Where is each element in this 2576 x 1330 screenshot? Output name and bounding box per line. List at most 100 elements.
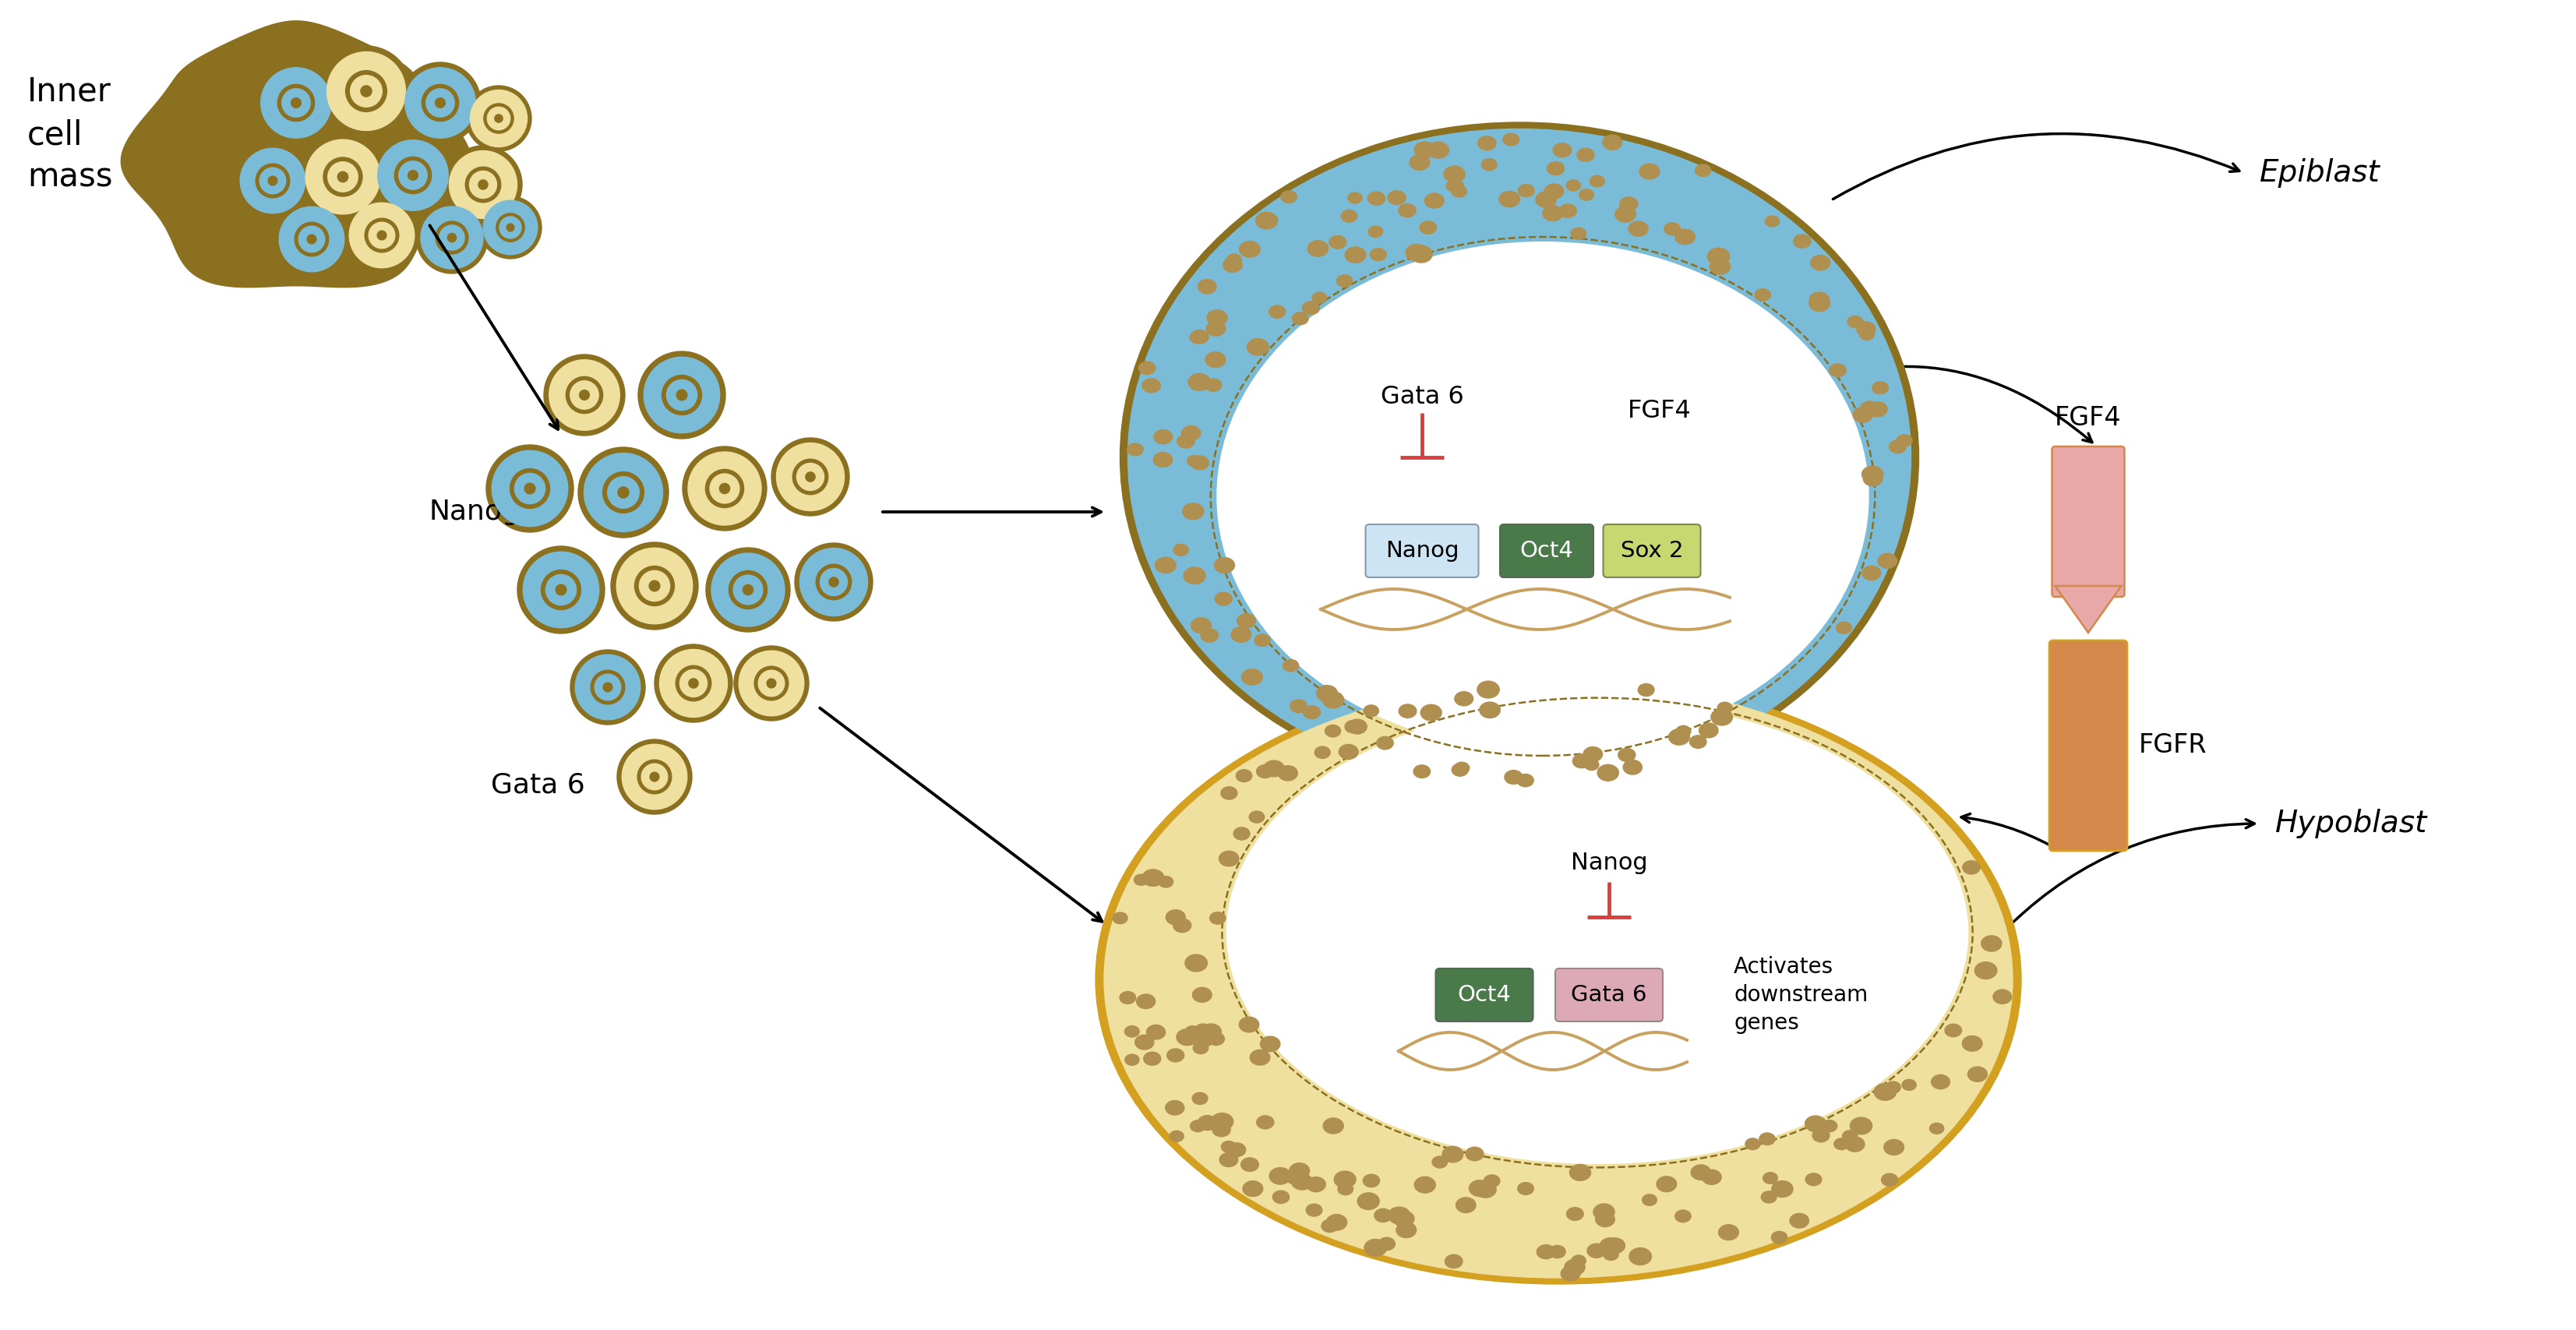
Circle shape <box>541 571 580 609</box>
Ellipse shape <box>1396 1222 1417 1238</box>
Ellipse shape <box>1345 721 1360 733</box>
Ellipse shape <box>1883 1140 1904 1154</box>
Text: Nanog: Nanog <box>1571 851 1649 874</box>
Ellipse shape <box>1595 1212 1615 1226</box>
Ellipse shape <box>1674 1210 1690 1222</box>
Circle shape <box>376 230 386 239</box>
Circle shape <box>350 202 415 267</box>
Circle shape <box>435 98 446 108</box>
Ellipse shape <box>1453 186 1466 197</box>
Ellipse shape <box>1754 289 1770 301</box>
Ellipse shape <box>1857 322 1875 336</box>
Circle shape <box>639 351 726 439</box>
Ellipse shape <box>1105 681 2012 1278</box>
Ellipse shape <box>1229 1142 1247 1157</box>
Ellipse shape <box>1602 1249 1618 1261</box>
Ellipse shape <box>1177 435 1195 448</box>
Ellipse shape <box>1242 1181 1262 1197</box>
Ellipse shape <box>1571 227 1587 239</box>
Circle shape <box>260 68 332 138</box>
Ellipse shape <box>1273 1190 1288 1204</box>
Ellipse shape <box>1623 759 1641 774</box>
Circle shape <box>688 452 762 525</box>
Ellipse shape <box>1216 242 1868 750</box>
Ellipse shape <box>1643 1194 1656 1205</box>
Ellipse shape <box>1221 787 1236 799</box>
Text: Hypoblast: Hypoblast <box>2275 809 2427 838</box>
Circle shape <box>420 206 484 269</box>
Circle shape <box>711 553 786 626</box>
Text: Gata 6: Gata 6 <box>1381 386 1463 410</box>
Ellipse shape <box>1968 1067 1986 1081</box>
Ellipse shape <box>1406 245 1427 261</box>
Ellipse shape <box>1976 962 1996 979</box>
Ellipse shape <box>1628 221 1649 237</box>
Circle shape <box>757 670 786 697</box>
Circle shape <box>574 654 641 720</box>
Circle shape <box>471 90 528 146</box>
Ellipse shape <box>1208 310 1226 326</box>
Circle shape <box>291 98 301 108</box>
Ellipse shape <box>1747 1138 1759 1149</box>
Ellipse shape <box>1808 295 1829 311</box>
Ellipse shape <box>1146 1025 1164 1039</box>
Ellipse shape <box>1963 1036 1984 1051</box>
Circle shape <box>546 575 577 605</box>
Ellipse shape <box>1896 435 1911 447</box>
Ellipse shape <box>1190 1120 1206 1132</box>
Circle shape <box>634 567 675 605</box>
Polygon shape <box>121 21 471 287</box>
Ellipse shape <box>1880 1173 1899 1186</box>
Ellipse shape <box>1136 1035 1154 1049</box>
Ellipse shape <box>1185 955 1208 971</box>
Ellipse shape <box>1414 765 1430 778</box>
Ellipse shape <box>1546 184 1564 198</box>
Ellipse shape <box>1901 1080 1917 1091</box>
Ellipse shape <box>1285 1170 1303 1184</box>
Circle shape <box>350 76 381 106</box>
Circle shape <box>374 134 453 215</box>
Ellipse shape <box>1564 1260 1584 1275</box>
Ellipse shape <box>1388 1208 1409 1224</box>
Ellipse shape <box>1316 685 1337 701</box>
Text: Activates
downstream
genes: Activates downstream genes <box>1734 956 1868 1033</box>
Circle shape <box>677 390 688 400</box>
Circle shape <box>544 355 626 435</box>
Ellipse shape <box>1443 166 1466 182</box>
Circle shape <box>688 678 698 688</box>
Ellipse shape <box>1584 759 1600 770</box>
Ellipse shape <box>1806 1173 1821 1185</box>
Ellipse shape <box>1234 827 1249 841</box>
Ellipse shape <box>1270 1168 1291 1184</box>
Ellipse shape <box>1157 559 1172 571</box>
Ellipse shape <box>1306 1204 1321 1217</box>
Circle shape <box>366 218 399 253</box>
Ellipse shape <box>1257 765 1273 778</box>
Ellipse shape <box>1358 1193 1378 1209</box>
Circle shape <box>680 670 708 697</box>
Circle shape <box>327 162 358 192</box>
Circle shape <box>569 650 644 725</box>
Ellipse shape <box>1206 379 1221 391</box>
Circle shape <box>799 548 868 616</box>
Circle shape <box>618 739 693 814</box>
Circle shape <box>404 68 477 138</box>
Ellipse shape <box>1703 1169 1721 1185</box>
Ellipse shape <box>1553 144 1571 157</box>
Ellipse shape <box>1476 681 1499 698</box>
Ellipse shape <box>1878 553 1896 568</box>
Ellipse shape <box>1600 1238 1623 1256</box>
Ellipse shape <box>1793 234 1811 247</box>
Circle shape <box>641 763 667 790</box>
Circle shape <box>327 52 404 130</box>
Ellipse shape <box>1213 1123 1231 1137</box>
Circle shape <box>806 472 814 481</box>
Ellipse shape <box>1159 876 1172 887</box>
Ellipse shape <box>1762 1192 1777 1204</box>
Ellipse shape <box>1453 763 1468 777</box>
Ellipse shape <box>1834 1138 1850 1149</box>
Circle shape <box>644 356 719 434</box>
Ellipse shape <box>1172 919 1190 932</box>
Ellipse shape <box>1365 1240 1386 1257</box>
Ellipse shape <box>1419 221 1437 234</box>
